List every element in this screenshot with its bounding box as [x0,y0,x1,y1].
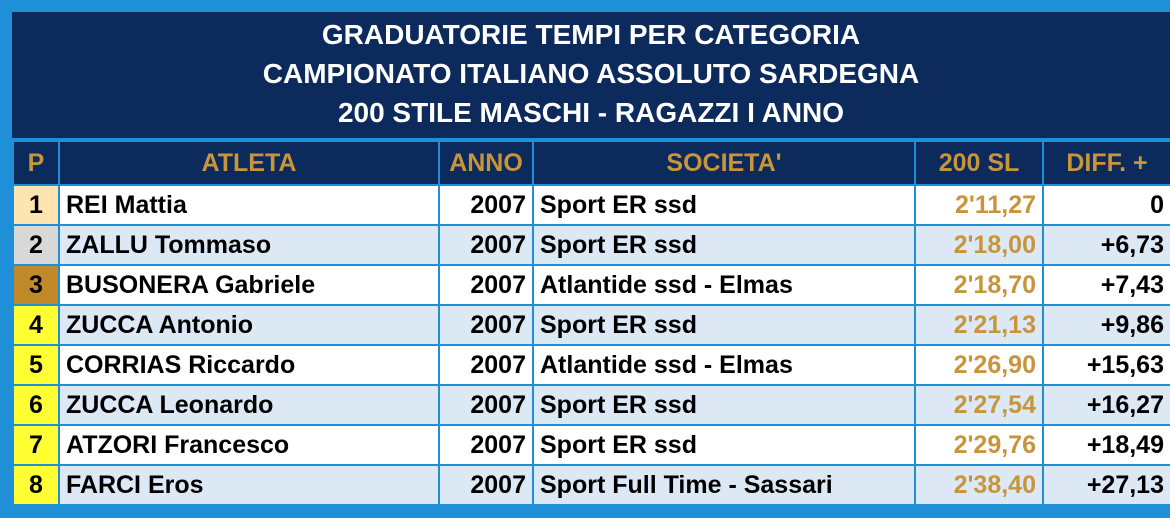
position-cell: 6 [12,384,60,426]
table-row: 7 ATZORI Francesco 2007 Sport ER ssd 2'2… [12,424,1170,466]
column-header-athlete: ATLETA [58,140,440,186]
athlete-cell: ZALLU Tommaso [58,224,440,266]
time-cell: 2'27,54 [914,384,1044,426]
time-cell: 2'29,76 [914,424,1044,466]
column-header-time: 200 SL [914,140,1044,186]
column-header-diff: DIFF. + [1042,140,1170,186]
year-cell: 2007 [438,424,534,466]
athlete-cell: FARCI Eros [58,464,440,506]
column-header-club: SOCIETA' [532,140,916,186]
header-row: P ATLETA ANNO SOCIETA' 200 SL DIFF. + [12,140,1170,186]
diff-cell: 0 [1042,184,1170,226]
athlete-cell: ATZORI Francesco [58,424,440,466]
diff-cell: +6,73 [1042,224,1170,266]
diff-cell: +18,49 [1042,424,1170,466]
time-cell: 2'11,27 [914,184,1044,226]
time-cell: 2'21,13 [914,304,1044,346]
club-cell: Sport ER ssd [532,184,916,226]
club-cell: Sport ER ssd [532,224,916,266]
position-cell: 1 [12,184,60,226]
year-cell: 2007 [438,344,534,386]
diff-cell: +7,43 [1042,264,1170,306]
year-cell: 2007 [438,304,534,346]
table-row: 1 REI Mattia 2007 Sport ER ssd 2'11,27 0 [12,184,1170,226]
diff-cell: +9,86 [1042,304,1170,346]
table-row: 2 ZALLU Tommaso 2007 Sport ER ssd 2'18,0… [12,224,1170,266]
club-cell: Sport ER ssd [532,384,916,426]
time-cell: 2'26,90 [914,344,1044,386]
year-cell: 2007 [438,224,534,266]
club-cell: Sport Full Time - Sassari [532,464,916,506]
time-cell: 2'38,40 [914,464,1044,506]
year-cell: 2007 [438,384,534,426]
position-cell: 7 [12,424,60,466]
title-line-1: GRADUATORIE TEMPI PER CATEGORIA [321,19,861,50]
title-line-3: 200 STILE MASCHI - RAGAZZI I ANNO [337,97,845,128]
club-cell: Atlantide ssd - Elmas [532,264,916,306]
position-cell: 4 [12,304,60,346]
club-cell: Sport ER ssd [532,304,916,346]
club-cell: Atlantide ssd - Elmas [532,344,916,386]
time-cell: 2'18,00 [914,224,1044,266]
athlete-cell: BUSONERA Gabriele [58,264,440,306]
time-cell: 2'18,70 [914,264,1044,306]
athlete-cell: ZUCCA Leonardo [58,384,440,426]
year-cell: 2007 [438,184,534,226]
club-cell: Sport ER ssd [532,424,916,466]
athlete-cell: CORRIAS Riccardo [58,344,440,386]
diff-cell: +15,63 [1042,344,1170,386]
position-cell: 2 [12,224,60,266]
results-table: P ATLETA ANNO SOCIETA' 200 SL DIFF. + 1 … [12,140,1170,506]
position-cell: 8 [12,464,60,506]
diff-cell: +16,27 [1042,384,1170,426]
year-cell: 2007 [438,264,534,306]
table-row: 3 BUSONERA Gabriele 2007 Atlantide ssd -… [12,264,1170,306]
table-row: 5 CORRIAS Riccardo 2007 Atlantide ssd - … [12,344,1170,386]
column-header-year: ANNO [438,140,534,186]
position-cell: 5 [12,344,60,386]
year-cell: 2007 [438,464,534,506]
column-header-pos: P [12,140,60,186]
table-row: 6 ZUCCA Leonardo 2007 Sport ER ssd 2'27,… [12,384,1170,426]
table-row: 4 ZUCCA Antonio 2007 Sport ER ssd 2'21,1… [12,304,1170,346]
athlete-cell: REI Mattia [58,184,440,226]
diff-cell: +27,13 [1042,464,1170,506]
athlete-cell: ZUCCA Antonio [58,304,440,346]
position-cell: 3 [12,264,60,306]
table-row: 8 FARCI Eros 2007 Sport Full Time - Sass… [12,464,1170,506]
title-line-2: CAMPIONATO ITALIANO ASSOLUTO SARDEGNA [262,58,920,89]
title-banner: GRADUATORIE TEMPI PER CATEGORIA CAMPIONA… [12,12,1170,138]
